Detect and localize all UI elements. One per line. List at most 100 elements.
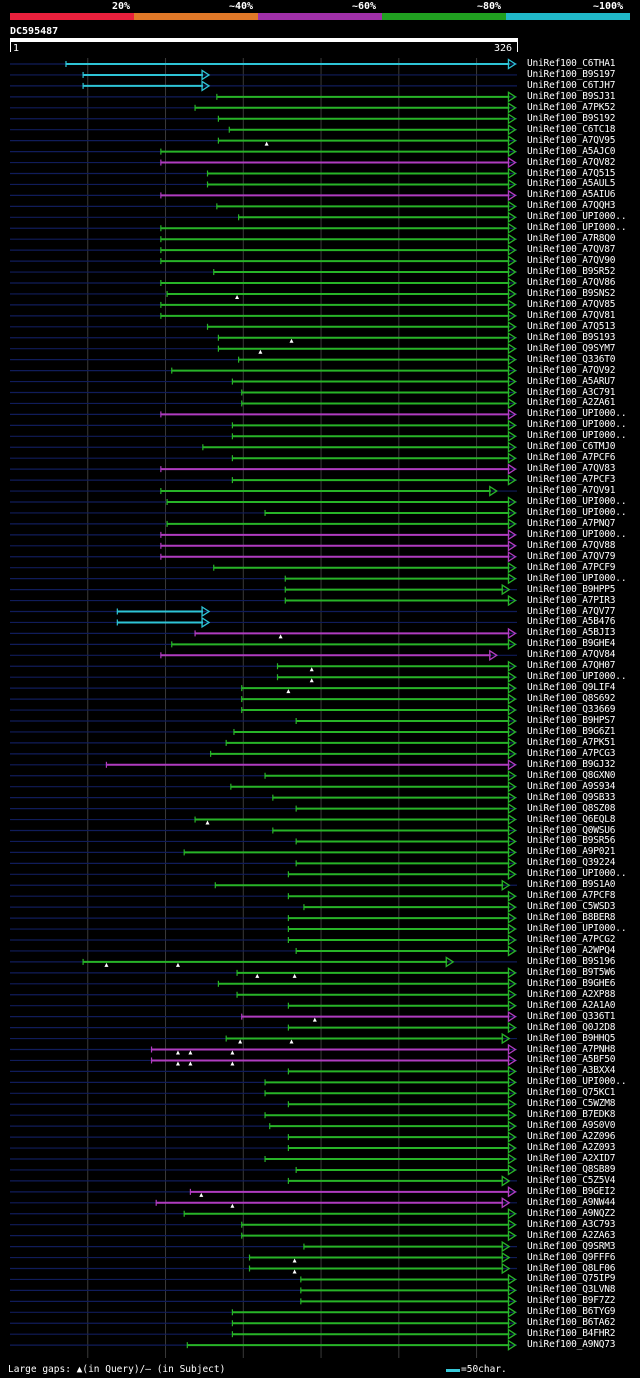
hit-label[interactable]: UniRef100_Q8S692 [527,693,616,705]
hit-label[interactable]: UniRef100_Q336T0 [527,353,616,365]
hit-label[interactable]: UniRef100_B9SNS2 [527,287,616,299]
hit-label[interactable]: UniRef100_A3C793 [527,1218,616,1230]
hit-label[interactable]: UniRef100_A7QQH3 [527,200,616,212]
hit-label[interactable]: UniRef100_B9GEI2 [527,1185,616,1197]
hit-label[interactable]: UniRef100_A9NW44 [527,1196,616,1208]
hit-label[interactable]: UniRef100_B9SR52 [527,266,616,278]
hit-label[interactable]: UniRef100_A7PK52 [527,101,616,113]
hit-label[interactable]: UniRef100_UPI000.. [527,671,627,683]
hit-label[interactable]: UniRef100_B9S196 [527,955,616,967]
hit-label[interactable]: UniRef100_B9G6Z1 [527,725,616,737]
hit-label[interactable]: UniRef100_B9HPS7 [527,715,616,726]
hit-label[interactable]: UniRef100_A2ZA61 [527,397,616,409]
hit-label[interactable]: UniRef100_A7PIR3 [527,594,616,606]
hit-label[interactable]: UniRef100_A3C791 [527,386,616,398]
hit-label[interactable]: UniRef100_B9S197 [527,68,616,80]
hit-label[interactable]: UniRef100_B9T5W6 [527,966,616,978]
hit-label[interactable]: UniRef100_B9S193 [527,331,616,343]
hit-label[interactable]: UniRef100_Q0WSU6 [527,824,616,836]
hit-label[interactable]: UniRef100_Q9SB33 [527,791,616,803]
hit-label[interactable]: UniRef100_B9GHE6 [527,977,616,989]
hit-label[interactable]: UniRef100_A7QV88 [527,539,616,551]
hit-label[interactable]: UniRef100_A7PCF3 [527,474,616,486]
hit-label[interactable]: UniRef100_Q39224 [527,857,616,869]
hit-label[interactable]: UniRef100_A7PCG2 [527,934,616,945]
hit-label[interactable]: UniRef100_B9S192 [527,112,616,124]
hit-label[interactable]: UniRef100_Q8LF06 [527,1262,616,1274]
hit-label[interactable]: UniRef100_A7QV90 [527,255,616,267]
hit-label[interactable]: UniRef100_UPI000.. [527,211,627,223]
hit-label[interactable]: UniRef100_B6TA62 [527,1317,616,1329]
hit-label[interactable]: UniRef100_A9S0V0 [527,1120,616,1132]
hit-label[interactable]: UniRef100_A2ZA63 [527,1229,616,1241]
hit-label[interactable]: UniRef100_Q9LIF4 [527,682,616,694]
hit-label[interactable]: UniRef100_A7QV83 [527,463,616,475]
hit-label[interactable]: UniRef100_UPI000.. [527,430,627,442]
hit-label[interactable]: UniRef100_Q0J2D8 [527,1021,616,1033]
hit-label[interactable]: UniRef100_A7PNH8 [527,1043,616,1055]
hit-label[interactable]: UniRef100_C6THA1 [527,58,616,69]
hit-label[interactable]: UniRef100_A2WPQ4 [527,944,616,956]
hit-label[interactable]: UniRef100_A9S934 [527,780,616,792]
hit-label[interactable]: UniRef100_A9P021 [527,846,616,858]
hit-label[interactable]: UniRef100_B9HPP5 [527,583,616,595]
hit-label[interactable]: UniRef100_A7QV92 [527,364,616,376]
hit-label[interactable]: UniRef100_C6TC18 [527,123,616,135]
hit-label[interactable]: UniRef100_C6TJH7 [527,79,616,91]
hit-label[interactable]: UniRef100_A7QH07 [527,660,616,672]
hit-label[interactable]: UniRef100_A5AIU6 [527,189,616,201]
hit-label[interactable]: UniRef100_Q9SYM7 [527,342,616,354]
hit-label[interactable]: UniRef100_A7QV85 [527,298,616,310]
hit-label[interactable]: UniRef100_A5AJC0 [527,145,616,157]
hit-label[interactable]: UniRef100_UPI000.. [527,528,627,540]
hit-label[interactable]: UniRef100_Q9SRM3 [527,1240,616,1252]
hit-label[interactable]: UniRef100_A2XP88 [527,988,616,1000]
hit-label[interactable]: UniRef100_B7EDK8 [527,1109,616,1121]
hit-label[interactable]: UniRef100_A7PCF6 [527,452,616,464]
hit-label[interactable]: UniRef100_C5WSD3 [527,901,616,913]
hit-label[interactable]: UniRef100_C5WZM8 [527,1098,616,1110]
hit-label[interactable]: UniRef100_A2A1A0 [527,999,616,1011]
hit-label[interactable]: UniRef100_B9HHQ5 [527,1032,616,1044]
hit-label[interactable]: UniRef100_Q3LVN8 [527,1284,616,1296]
hit-label[interactable]: UniRef100_B9GHE4 [527,638,616,650]
hit-label[interactable]: UniRef100_A2Z093 [527,1142,616,1154]
hit-label[interactable]: UniRef100_A9NQZ2 [527,1207,616,1219]
hit-label[interactable]: UniRef100_A2Z096 [527,1131,616,1143]
hit-label[interactable]: UniRef100_A7R8Q0 [527,233,616,245]
hit-label[interactable]: UniRef100_A7PNQ7 [527,517,616,529]
hit-label[interactable]: UniRef100_A7QV79 [527,550,616,562]
hit-label[interactable]: UniRef100_Q9FFF6 [527,1251,616,1263]
hit-label[interactable]: UniRef100_A3BXX4 [527,1065,616,1077]
hit-label[interactable]: UniRef100_A5BJI3 [527,627,616,639]
hit-label[interactable]: UniRef100_A7Q513 [527,320,616,332]
hit-label[interactable]: UniRef100_UPI000.. [527,496,627,507]
hit-label[interactable]: UniRef100_B6TYG9 [527,1306,616,1318]
hit-label[interactable]: UniRef100_UPI000.. [527,419,627,431]
hit-label[interactable]: UniRef100_UPI000.. [527,572,627,584]
hit-label[interactable]: UniRef100_A7QV95 [527,134,616,146]
hit-label[interactable]: UniRef100_UPI000.. [527,868,627,880]
hit-label[interactable]: UniRef100_A5BF50 [527,1054,616,1066]
hit-label[interactable]: UniRef100_C5Z5V4 [527,1174,616,1186]
hit-label[interactable]: UniRef100_B9SJ31 [527,90,616,102]
hit-label[interactable]: UniRef100_UPI000.. [527,222,627,234]
hit-label[interactable]: UniRef100_Q8GXN0 [527,769,616,781]
hit-label[interactable]: UniRef100_A7PCF8 [527,890,616,902]
hit-label[interactable]: UniRef100_B9GJ32 [527,758,616,770]
hit-label[interactable]: UniRef100_B9S1A0 [527,879,616,891]
hit-label[interactable]: UniRef100_B4FHR2 [527,1328,616,1340]
hit-label[interactable]: UniRef100_A7QV82 [527,156,616,168]
hit-label[interactable]: UniRef100_A7QV77 [527,605,616,617]
hit-label[interactable]: UniRef100_A7QV91 [527,485,616,497]
hit-label[interactable]: UniRef100_Q8SB89 [527,1163,616,1175]
hit-label[interactable]: UniRef100_A7Q515 [527,167,616,179]
hit-label[interactable]: UniRef100_Q33669 [527,704,616,716]
hit-label[interactable]: UniRef100_A5AUL5 [527,178,616,190]
hit-label[interactable]: UniRef100_A7PCG3 [527,747,616,759]
hit-label[interactable]: UniRef100_A7QV84 [527,649,616,661]
hit-label[interactable]: UniRef100_Q8SZ08 [527,802,616,814]
hit-label[interactable]: UniRef100_B9F7Z2 [527,1295,616,1307]
hit-label[interactable]: UniRef100_UPI000.. [527,923,627,935]
hit-label[interactable]: UniRef100_A5ARU7 [527,375,616,387]
